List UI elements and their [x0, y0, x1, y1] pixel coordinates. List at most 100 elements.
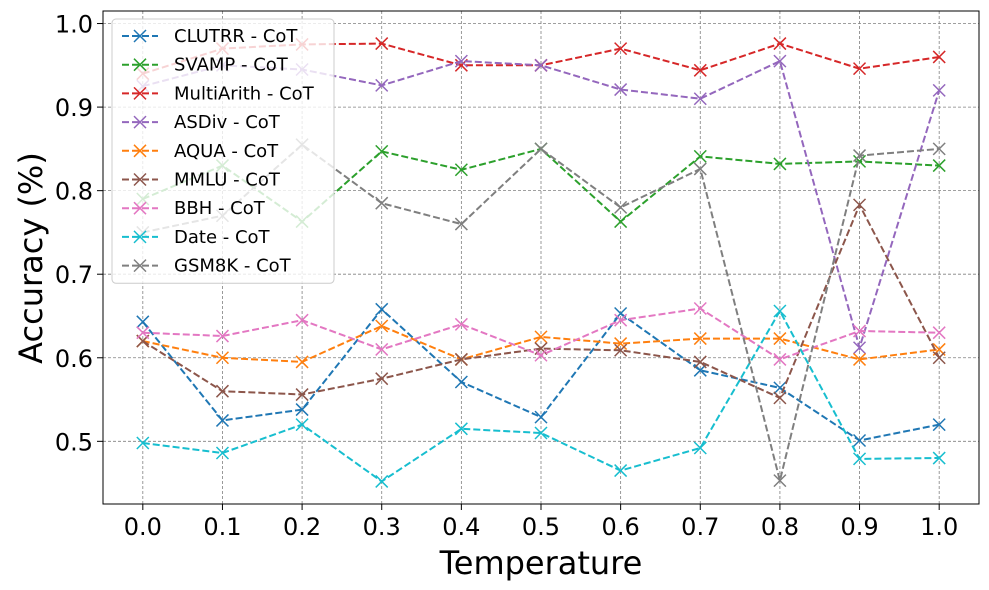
- data-point: [932, 326, 946, 340]
- data-point: [614, 200, 628, 214]
- data-point: [375, 196, 389, 210]
- legend-marker: [133, 58, 147, 72]
- legend-label: ASDiv - CoT: [174, 112, 281, 133]
- legend-label: BBH - CoT: [174, 198, 266, 219]
- data-point: [454, 422, 468, 436]
- y-tick-label: 0.8: [55, 178, 93, 206]
- data-point: [932, 418, 946, 432]
- legend-label: GSM8K - CoT: [174, 256, 292, 277]
- data-point: [693, 92, 707, 106]
- x-axis-label: Temperature: [439, 544, 643, 582]
- data-point: [136, 436, 150, 450]
- data-point: [932, 159, 946, 173]
- data-point: [853, 433, 867, 448]
- data-point: [454, 163, 468, 177]
- data-point: [614, 83, 628, 97]
- data-point: [614, 343, 628, 357]
- data-point: [853, 341, 867, 355]
- data-point: [136, 326, 150, 340]
- data-point: [534, 348, 548, 362]
- data-point: [454, 352, 468, 366]
- series-line: [142, 308, 940, 483]
- data-point: [853, 149, 867, 163]
- legend: CLUTRR - CoT SVAMP - CoT MultiArith - CoT A…: [111, 18, 335, 284]
- legend-marker: [133, 259, 147, 273]
- data-point: [295, 355, 309, 369]
- x-tick-label: 0.6: [602, 513, 640, 541]
- data-point: [375, 319, 389, 333]
- x-tick-label: 0.8: [761, 513, 799, 541]
- data-point: [534, 410, 548, 424]
- data-point: [614, 306, 628, 321]
- data-point: [375, 78, 389, 92]
- data-point: [375, 342, 389, 356]
- data-point: [295, 418, 309, 432]
- y-tick-label: 1.0: [55, 11, 93, 39]
- data-point: [932, 50, 946, 64]
- legend-label: CLUTRR - CoT: [174, 26, 298, 47]
- x-tick-label: 0.9: [840, 513, 878, 541]
- x-axis: 0.0 0.1 0.2 0.3 0.4 0.5 0.6 0.7 0.8 0.9 1.0: [124, 504, 958, 541]
- data-point: [773, 54, 787, 68]
- x-tick-label: 0.4: [442, 513, 480, 541]
- legend-box: [111, 18, 335, 284]
- data-point: [932, 142, 946, 156]
- legend-entry: CLUTRR - CoT: [122, 26, 298, 47]
- data-point: [693, 63, 707, 77]
- legend-entry: GSM8K - CoT: [122, 256, 292, 277]
- legend-marker: [133, 29, 147, 43]
- legend-entry: Date - CoT: [122, 227, 271, 248]
- data-point: [454, 217, 468, 231]
- series-line: [142, 202, 941, 400]
- data-point: [773, 352, 787, 366]
- data-point: [853, 324, 867, 338]
- data-point: [932, 451, 946, 465]
- series-0: [136, 302, 946, 448]
- legend-marker: [133, 115, 147, 129]
- data-point: [215, 384, 229, 398]
- data-point: [454, 54, 468, 68]
- data-point: [853, 452, 867, 466]
- legend-marker: [133, 86, 147, 100]
- legend-label: SVAMP - CoT: [174, 55, 289, 76]
- data-point: [215, 351, 229, 365]
- data-point: [375, 37, 389, 51]
- data-point: [773, 157, 787, 171]
- legend-label: MultiArith - CoT: [174, 83, 315, 104]
- legend-marker: [133, 201, 147, 215]
- data-point: [614, 464, 628, 478]
- legend-marker: [133, 230, 147, 244]
- data-point: [853, 198, 867, 212]
- legend-entry: BBH - CoT: [122, 198, 266, 219]
- data-point: [534, 342, 548, 356]
- data-point: [693, 355, 707, 369]
- data-point: [534, 58, 548, 72]
- data-point: [614, 313, 628, 327]
- data-point: [693, 149, 707, 163]
- data-point: [614, 215, 628, 229]
- x-tick-label: 0.2: [283, 513, 321, 541]
- y-tick-label: 0.7: [55, 261, 93, 289]
- data-point: [454, 375, 468, 389]
- legend-entry: MultiArith - CoT: [122, 83, 315, 104]
- data-point: [853, 154, 867, 168]
- legend-entry: MMLU - CoT: [122, 170, 281, 191]
- series-7: [136, 304, 946, 488]
- data-point: [215, 413, 229, 427]
- legend-entry: SVAMP - CoT: [122, 55, 289, 76]
- data-point: [534, 142, 548, 156]
- data-point: [693, 332, 707, 346]
- data-point: [136, 315, 150, 329]
- legend-label: Date - CoT: [174, 227, 271, 248]
- x-tick-label: 0.5: [522, 513, 560, 541]
- data-point: [614, 42, 628, 56]
- data-point: [773, 474, 787, 488]
- series-line: [142, 324, 940, 363]
- data-point: [853, 62, 867, 76]
- data-point: [693, 301, 707, 316]
- data-point: [773, 391, 787, 405]
- series-5: [136, 198, 946, 405]
- data-point: [375, 144, 389, 158]
- data-point: [454, 317, 468, 331]
- data-point: [215, 446, 229, 460]
